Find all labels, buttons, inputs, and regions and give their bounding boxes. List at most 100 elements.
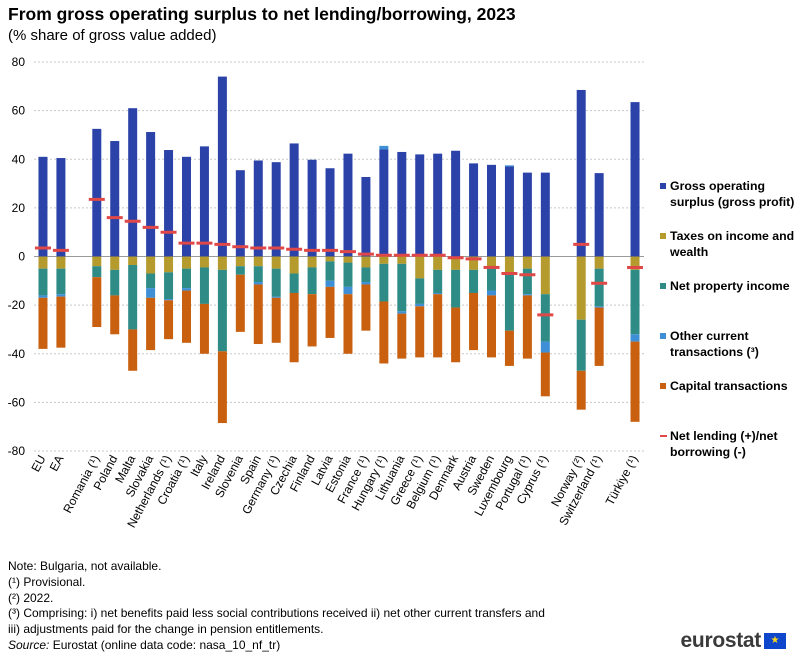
bar-segment-gos [594, 173, 604, 257]
x-tick-label: EU [28, 453, 48, 474]
bar-segment-tax [522, 256, 532, 269]
bar-segment-npi [325, 261, 335, 281]
note-line: (³) Comprising: i) net benefits paid les… [8, 606, 545, 621]
bar-segment-cap [235, 274, 245, 332]
bar-segment-tax [451, 256, 461, 270]
bar-segment-gos [199, 146, 209, 257]
bar-segment-gos [56, 158, 66, 257]
bar-segment-npi [146, 273, 156, 289]
bar-segment-gos [110, 141, 120, 257]
bar-segment-gos [415, 154, 425, 257]
legend-swatch [660, 383, 666, 389]
bar-segment-cap [307, 294, 317, 347]
bar-segment-oct [164, 299, 174, 301]
bar-segment-tax [397, 256, 407, 264]
bar-segment-cap [271, 297, 281, 343]
bar-segment-tax [415, 256, 425, 279]
bar-segment-oct [504, 165, 514, 167]
bar-segment-gos [540, 172, 550, 257]
bar-segment-tax [164, 256, 174, 273]
bar-segment-npi [487, 266, 496, 291]
chart-subtitle: (% share of gross value added) [8, 27, 217, 44]
bar-segment-cap [182, 290, 191, 343]
bar-segment-oct [630, 334, 640, 342]
bar-segment-npi [451, 269, 461, 308]
bar-segment-tax [271, 256, 281, 269]
bar-segment-oct [487, 290, 496, 296]
bar-segment-cap [110, 295, 120, 335]
bar-segment-cap [325, 286, 335, 338]
y-tick-label: -80 [8, 444, 26, 458]
source-line: Source: Eurostat (online data code: nasa… [8, 638, 545, 654]
bar-segment-npi [397, 263, 407, 312]
bar-segment-cap [540, 352, 550, 397]
bar-segment-gos [576, 89, 586, 257]
source-label: Source: [8, 637, 50, 652]
bar-segment-gos [522, 172, 532, 257]
bar-segment-tax [56, 256, 66, 269]
y-tick-label: -60 [8, 395, 26, 409]
legend: Gross operating surplus (gross profit) Ta… [660, 178, 800, 478]
bar-segment-npi [504, 274, 514, 331]
bar-segment-gos [182, 156, 191, 257]
bar-segment-gos [451, 150, 461, 257]
bar-segment-tax [576, 256, 586, 320]
bar-segment-tax [594, 256, 604, 269]
note-line: Note: Bulgaria, not available. [8, 559, 162, 573]
bar-segment-npi [235, 266, 245, 275]
bar-segment-gos [92, 128, 102, 257]
bar-segment-cap [522, 295, 532, 359]
bar-segment-npi [110, 269, 120, 296]
bar-segment-npi [522, 268, 532, 295]
bar-segment-oct [522, 294, 532, 296]
bar-segment-oct [415, 303, 425, 307]
bar-segment-tax [110, 256, 120, 270]
y-tick-label: 20 [12, 201, 26, 215]
bar-segment-cap [199, 303, 209, 354]
bar-segment-cap [379, 301, 389, 364]
bar-segment-cap [253, 284, 263, 345]
bar-segment-oct [361, 282, 371, 285]
bar-segment-npi [415, 278, 425, 304]
bar-segment-tax [289, 256, 299, 274]
bar-segment-gos [289, 143, 299, 257]
bar-segment-npi [630, 269, 640, 335]
y-tick-label: 0 [18, 250, 25, 264]
chart-title: From gross operating surplus to net lend… [8, 4, 516, 24]
bar-segment-cap [343, 294, 353, 354]
bar-segment-gos [253, 160, 263, 257]
y-tick-label: 80 [12, 55, 26, 69]
bar-segment-gos [217, 76, 227, 257]
legend-item-oct: Other current transactions (³) [660, 328, 800, 378]
bar-segment-npi [307, 267, 317, 295]
bar-segment-tax [540, 256, 550, 295]
legend-item-net: Net lending (+)/net borrowing (-) [660, 428, 800, 478]
bar-segment-oct [540, 341, 550, 353]
bar-segment-tax [92, 256, 102, 267]
bar-segment-npi [56, 268, 66, 295]
bar-segment-cap [415, 306, 425, 358]
y-tick-label: 60 [12, 104, 26, 118]
bar-segment-tax [217, 256, 227, 270]
bar-segment-tax [469, 256, 479, 270]
bar-segment-cap [433, 294, 443, 358]
x-tick-label: EA [47, 453, 67, 474]
bar-segment-cap [594, 307, 604, 366]
bar-segment-oct [146, 288, 156, 298]
bar-segment-cap [289, 292, 299, 363]
legend-label: Net property income [670, 279, 790, 293]
source-text: Eurostat (online data code: nasa_10_nf_t… [52, 637, 281, 652]
y-tick-label: -20 [8, 298, 26, 312]
bar-segment-gos [128, 108, 138, 257]
bar-segment-npi [38, 268, 48, 296]
bar-segment-tax [504, 256, 514, 275]
bar-segment-cap [451, 307, 461, 363]
bar-segment-cap [397, 313, 407, 359]
bar-segment-tax [361, 256, 371, 268]
bar-segment-gos [146, 132, 156, 257]
legend-label: Gross operating surplus (gross profit) [670, 179, 795, 209]
bar-segment-npi [361, 267, 371, 283]
legend-item-cap: Capital transactions [660, 378, 800, 428]
bar-segment-oct [38, 295, 48, 298]
bar-segment-oct [343, 286, 353, 295]
